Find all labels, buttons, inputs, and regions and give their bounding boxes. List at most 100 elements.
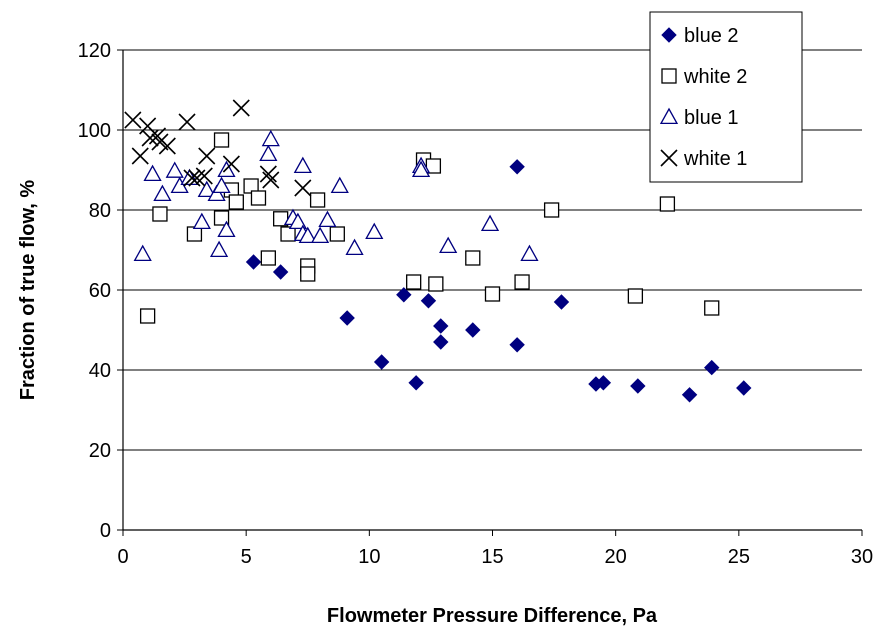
data-point (222, 155, 240, 173)
data-point (318, 210, 337, 228)
data-point (425, 158, 442, 174)
data-point (152, 206, 168, 222)
data-point (280, 226, 296, 242)
data-point (411, 160, 431, 178)
axes (117, 49, 863, 536)
x-tick-label: 10 (358, 546, 380, 568)
data-point (178, 113, 196, 131)
data-point (195, 167, 213, 185)
data-point (232, 99, 250, 117)
x-tick-label: 25 (728, 546, 750, 568)
data-point (365, 222, 384, 240)
data-point (543, 202, 560, 218)
data-point (131, 147, 149, 165)
data-point (293, 156, 312, 174)
legend-marker (659, 107, 679, 125)
legend-label: blue 2 (684, 25, 739, 47)
legend: blue 2 white 2 blue 1 white 1 (649, 11, 803, 183)
data-point (373, 354, 390, 370)
data-point (245, 254, 262, 270)
data-point (207, 184, 226, 202)
data-point (345, 238, 364, 256)
data-point (300, 266, 316, 282)
data-point (465, 322, 481, 338)
y-tick-label: 120 (78, 40, 111, 62)
data-point (704, 359, 720, 376)
data-point (212, 176, 231, 194)
data-point (213, 210, 230, 226)
legend-marker (661, 68, 677, 84)
x-tick-label: 30 (851, 546, 873, 568)
data-point (158, 137, 176, 155)
data-point (188, 169, 206, 187)
data-point (186, 226, 203, 242)
data-point (439, 236, 458, 254)
legend-label: blue 1 (684, 107, 739, 129)
x-tick-label: 0 (117, 546, 128, 568)
data-point (288, 212, 308, 230)
y-tick-label: 100 (78, 120, 111, 142)
data-point (133, 244, 152, 262)
legend-marker (661, 27, 677, 43)
legend-marker (660, 149, 678, 167)
data-point (294, 179, 312, 197)
data-point (465, 250, 481, 266)
data-point (681, 387, 698, 403)
data-point (272, 264, 289, 280)
data-point (262, 171, 280, 189)
series-blue-2 (245, 159, 752, 403)
y-tick-label: 40 (89, 360, 111, 382)
y-tick-label: 20 (89, 440, 111, 462)
data-point (736, 380, 752, 396)
legend-label: white 2 (683, 66, 747, 88)
data-point (396, 287, 412, 303)
data-point (330, 176, 349, 194)
series-white-1 (124, 99, 312, 197)
data-point (198, 147, 216, 165)
data-point (139, 308, 156, 324)
x-tick-label: 5 (241, 546, 252, 568)
data-point (259, 144, 278, 162)
data-point (213, 132, 230, 148)
data-point (428, 276, 444, 292)
y-tick-label: 80 (89, 200, 111, 222)
series-white-2 (139, 132, 720, 324)
data-point (197, 180, 216, 198)
data-point (433, 318, 449, 334)
data-point (339, 310, 355, 326)
y-tick-label: 60 (89, 280, 111, 302)
data-point (627, 288, 644, 304)
data-point (480, 214, 500, 232)
data-point (329, 226, 345, 242)
data-point (514, 274, 530, 290)
data-point (433, 334, 449, 350)
data-point (309, 192, 326, 208)
data-point (509, 159, 525, 175)
data-point (228, 194, 244, 210)
x-axis-title: Flowmeter Pressure Difference, Pa (327, 605, 658, 627)
x-tick-label: 15 (481, 546, 503, 568)
data-point (153, 184, 172, 202)
data-point (217, 220, 236, 238)
data-point (141, 129, 159, 147)
data-point (298, 226, 317, 244)
data-point (261, 129, 280, 147)
data-point (143, 164, 162, 182)
y-tick-label: 0 (100, 520, 111, 542)
data-point (595, 375, 612, 391)
data-point (484, 286, 501, 302)
tick-labels: 0 20 40 60 80 100 120 0 5 10 15 20 25 30 (78, 40, 874, 568)
data-point (250, 190, 267, 206)
y-axis-title: Fraction of true flow, % (17, 180, 39, 401)
data-point (630, 378, 646, 394)
data-point (259, 165, 277, 183)
data-point (406, 274, 422, 290)
series-blue-1 (133, 129, 539, 262)
data-point (408, 375, 424, 391)
x-tick-label: 20 (605, 546, 627, 568)
data-point (165, 161, 184, 178)
data-point (124, 111, 142, 129)
data-points (124, 99, 752, 403)
legend-box (649, 11, 803, 183)
data-point (260, 250, 276, 266)
